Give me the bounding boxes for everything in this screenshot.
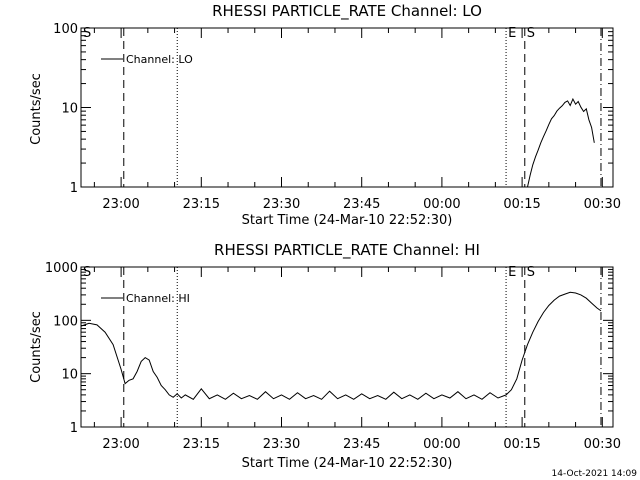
hi-chart-title: RHESSI PARTICLE_RATE Channel: HI xyxy=(214,241,480,260)
hi-y-tick-label: 100 xyxy=(53,314,78,329)
footer-date: 14-Oct-2021 14:09 xyxy=(552,469,638,479)
hi-x-tick-label: 23:00 xyxy=(102,437,139,452)
lo-series-line xyxy=(527,97,595,188)
hi-y-tick-label: 1000 xyxy=(45,261,78,276)
lo-event-label: E xyxy=(508,26,516,41)
lo-x-tick-label: 23:30 xyxy=(263,197,300,212)
hi-x-axis-label: Start Time (24-Mar-10 22:52:30) xyxy=(242,456,453,471)
hi-legend: Channel: HI xyxy=(101,292,190,305)
lo-chart-title: RHESSI PARTICLE_RATE Channel: LO xyxy=(212,2,482,21)
lo-x-tick-label: 00:15 xyxy=(503,197,540,212)
hi-channel-panel: RHESSI PARTICLE_RATE Channel: HI Counts/… xyxy=(29,241,621,471)
lo-legend-entry: Channel: LO xyxy=(126,53,193,66)
lo-x-axis-label: Start Time (24-Mar-10 22:52:30) xyxy=(242,213,453,228)
hi-x-tick-label: 00:30 xyxy=(584,437,621,452)
lo-y-tick-label: 1 xyxy=(70,181,78,196)
lo-y-axis-label: Counts/sec xyxy=(29,73,44,145)
lo-x-tick-label: 00:00 xyxy=(423,197,460,212)
hi-y-tick-label: 10 xyxy=(61,368,78,383)
lo-x-tick-label: 00:30 xyxy=(584,197,621,212)
lo-x-tick-label: 23:15 xyxy=(183,197,220,212)
lo-x-tick-label: 23:00 xyxy=(102,197,139,212)
lo-channel-panel: RHESSI PARTICLE_RATE Channel: LO Counts/… xyxy=(29,2,621,228)
hi-event-label: S xyxy=(527,265,535,280)
hi-y-tick-label: 1 xyxy=(70,421,78,436)
hi-event-label: S xyxy=(83,265,91,280)
hi-series-line xyxy=(80,291,602,400)
hi-y-axis-label: Counts/sec xyxy=(29,311,44,383)
lo-legend: Channel: LO xyxy=(101,53,193,66)
hi-event-label: E xyxy=(508,265,516,280)
lo-x-tick-label: 23:45 xyxy=(343,197,380,212)
lo-event-label: S xyxy=(83,26,91,41)
hi-legend-entry: Channel: HI xyxy=(126,292,190,305)
lo-y-tick-label: 100 xyxy=(53,22,78,37)
lo-y-tick-label: 10 xyxy=(61,102,78,117)
hi-x-tick-label: 00:15 xyxy=(503,437,540,452)
hi-x-tick-label: 23:15 xyxy=(183,437,220,452)
lo-event-label: S xyxy=(527,26,535,41)
hi-x-tick-label: 00:00 xyxy=(423,437,460,452)
hi-plot-frame xyxy=(80,266,614,428)
hi-x-tick-label: 23:45 xyxy=(343,437,380,452)
hi-x-tick-label: 23:30 xyxy=(263,437,300,452)
